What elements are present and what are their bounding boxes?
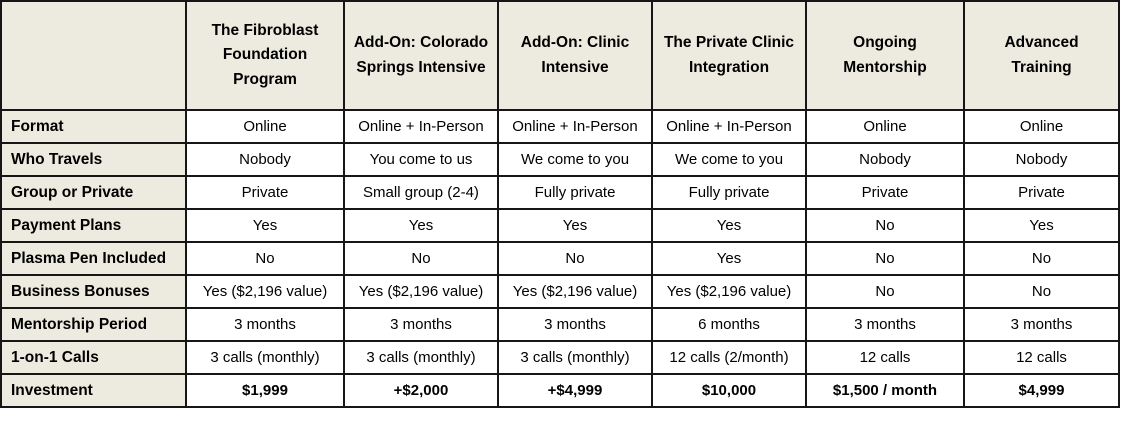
table-row: Plasma Pen Included No No No Yes No No bbox=[0, 241, 1120, 276]
table-cell: No bbox=[805, 208, 965, 243]
table-cell: Online + In-Person bbox=[651, 109, 807, 144]
table-cell: Yes ($2,196 value) bbox=[343, 274, 499, 309]
comparison-table: The Fibroblast Foundation Program Add-On:… bbox=[0, 0, 1120, 408]
table-cell: Online + In-Person bbox=[343, 109, 499, 144]
table-cell: Yes bbox=[963, 208, 1120, 243]
row-label: Payment Plans bbox=[0, 208, 187, 243]
row-label: Investment bbox=[0, 373, 187, 408]
table-cell: Nobody bbox=[963, 142, 1120, 177]
row-label: Format bbox=[0, 109, 187, 144]
row-label: Business Bonuses bbox=[0, 274, 187, 309]
table-cell: No bbox=[343, 241, 499, 276]
table-cell: 12 calls (2/month) bbox=[651, 340, 807, 375]
table-row: Group or Private Private Small group (2-4)… bbox=[0, 175, 1120, 210]
table-cell: $1,999 bbox=[185, 373, 345, 408]
table-cell: 6 months bbox=[651, 307, 807, 342]
table-cell: Yes bbox=[651, 241, 807, 276]
table-cell: 3 calls (monthly) bbox=[497, 340, 653, 375]
column-header: The Fibroblast Foundation Program bbox=[185, 0, 345, 111]
table-cell: Private bbox=[963, 175, 1120, 210]
table-row: Business Bonuses Yes ($2,196 value) Yes ($… bbox=[0, 274, 1120, 309]
table-cell: 3 calls (monthly) bbox=[343, 340, 499, 375]
table-cell: 3 months bbox=[963, 307, 1120, 342]
table-cell: Yes ($2,196 value) bbox=[497, 274, 653, 309]
table-row: Who Travels Nobody You come to us We come t… bbox=[0, 142, 1120, 177]
table-cell: Yes ($2,196 value) bbox=[651, 274, 807, 309]
table-cell: $4,999 bbox=[963, 373, 1120, 408]
table-row: Payment Plans Yes Yes Yes Yes No Yes bbox=[0, 208, 1120, 243]
table-cell: +$2,000 bbox=[343, 373, 499, 408]
table-row: 1-on-1 Calls 3 calls (monthly) 3 calls (mo… bbox=[0, 340, 1120, 375]
table-cell: 3 months bbox=[805, 307, 965, 342]
table-cell: No bbox=[963, 274, 1120, 309]
table-cell: No bbox=[497, 241, 653, 276]
corner-cell bbox=[0, 0, 187, 111]
table-cell: Fully private bbox=[497, 175, 653, 210]
table-cell: Online bbox=[805, 109, 965, 144]
table-cell: Yes bbox=[497, 208, 653, 243]
row-label: Who Travels bbox=[0, 142, 187, 177]
table-cell: Online + In-Person bbox=[497, 109, 653, 144]
column-header: Add-On: Colorado Springs Intensive bbox=[343, 0, 499, 111]
table-row: Format Online Online + In-Person Online + I… bbox=[0, 109, 1120, 144]
table-cell: You come to us bbox=[343, 142, 499, 177]
row-label: Group or Private bbox=[0, 175, 187, 210]
column-header: Ongoing Mentorship bbox=[805, 0, 965, 111]
table-cell: No bbox=[805, 241, 965, 276]
table-cell: No bbox=[963, 241, 1120, 276]
table-cell: We come to you bbox=[651, 142, 807, 177]
table-cell: 3 months bbox=[185, 307, 345, 342]
table-cell: Small group (2-4) bbox=[343, 175, 499, 210]
table-cell: Private bbox=[805, 175, 965, 210]
table-cell: Nobody bbox=[185, 142, 345, 177]
table-cell: Yes bbox=[343, 208, 499, 243]
table-cell: +$4,999 bbox=[497, 373, 653, 408]
table-cell: Online bbox=[963, 109, 1120, 144]
table-cell: 3 calls (monthly) bbox=[185, 340, 345, 375]
table-cell: We come to you bbox=[497, 142, 653, 177]
column-header: Add-On: Clinic Intensive bbox=[497, 0, 653, 111]
row-label: Plasma Pen Included bbox=[0, 241, 187, 276]
table-row: Mentorship Period 3 months 3 months 3 month… bbox=[0, 307, 1120, 342]
row-label: Mentorship Period bbox=[0, 307, 187, 342]
table-cell: Yes bbox=[185, 208, 345, 243]
column-header: The Private Clinic Integration bbox=[651, 0, 807, 111]
table-cell: Private bbox=[185, 175, 345, 210]
table-cell: 12 calls bbox=[805, 340, 965, 375]
header-row: The Fibroblast Foundation Program Add-On:… bbox=[0, 0, 1120, 111]
table-cell: 3 months bbox=[497, 307, 653, 342]
table-cell: $10,000 bbox=[651, 373, 807, 408]
table-cell: Nobody bbox=[805, 142, 965, 177]
table-row: Investment $1,999 +$2,000 +$4,999 $10,000 $1,… bbox=[0, 373, 1120, 408]
table-cell: 12 calls bbox=[963, 340, 1120, 375]
table-cell: Yes bbox=[651, 208, 807, 243]
column-header: Advanced Training bbox=[963, 0, 1120, 111]
row-label: 1-on-1 Calls bbox=[0, 340, 187, 375]
table-cell: Online bbox=[185, 109, 345, 144]
table-cell: 3 months bbox=[343, 307, 499, 342]
table-cell: $1,500 / month bbox=[805, 373, 965, 408]
table-cell: Yes ($2,196 value) bbox=[185, 274, 345, 309]
table-cell: No bbox=[185, 241, 345, 276]
table-cell: No bbox=[805, 274, 965, 309]
table-cell: Fully private bbox=[651, 175, 807, 210]
